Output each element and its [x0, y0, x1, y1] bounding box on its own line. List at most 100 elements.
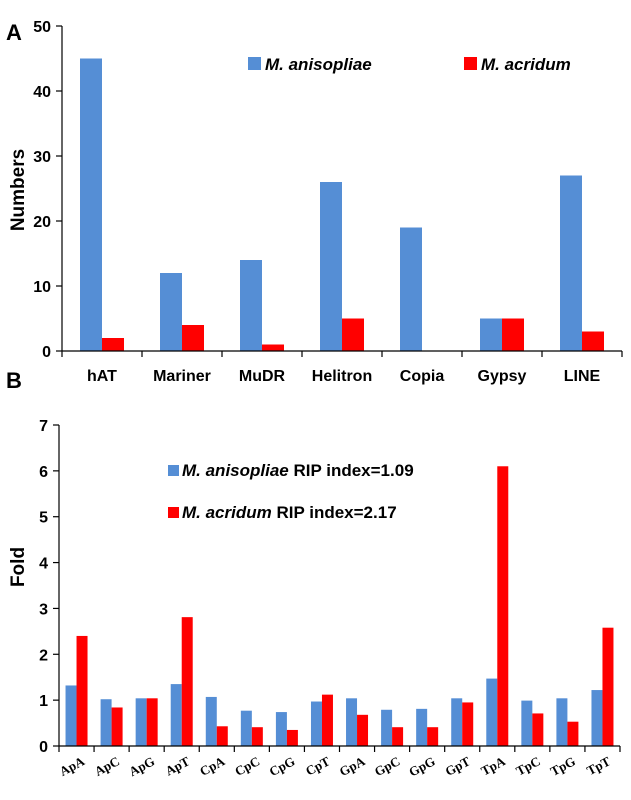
bar-b-cpg-series-2 [286, 729, 298, 746]
bar-b-apt-series-1 [170, 684, 182, 746]
bar-b-gpg-series-2 [427, 727, 439, 746]
panel-a-y-axis-title: Numbers [8, 149, 29, 231]
panel-a-bars [80, 58, 604, 351]
bar-b-apt-series-2 [181, 617, 193, 746]
legend-species-b-2: M. acridum [182, 503, 272, 522]
x-category-label-b-tpc: TpC [513, 753, 542, 778]
legend-swatch-a-1 [248, 57, 261, 70]
y-tick-label-b-7: 7 [39, 418, 48, 435]
bar-b-tpa-series-2 [497, 466, 509, 746]
panel-a-label: A [6, 20, 22, 45]
bar-b-tpg-series-1 [556, 698, 568, 746]
bar-b-tpt-series-2 [602, 627, 614, 746]
x-category-label-a-mudr: MuDR [239, 368, 286, 385]
x-category-label-a-line: LINE [564, 368, 601, 385]
panel-b-legend: M. anisopliae RIP index=1.09 M. acridum R… [168, 461, 414, 522]
legend-swatch-b-1 [168, 465, 179, 476]
x-category-label-b-cpg: CpG [267, 753, 298, 779]
bar-a-gypsy-series-1 [480, 318, 502, 351]
bar-b-tpc-series-2 [532, 713, 544, 746]
x-category-label-b-apg: ApG [126, 753, 157, 779]
y-tick-label-b-2: 2 [39, 647, 48, 664]
bar-b-gpa-series-2 [357, 714, 369, 746]
y-tick-label-a-20: 20 [33, 214, 51, 231]
x-category-label-b-apa: ApA [57, 753, 88, 779]
bar-b-apa-series-2 [76, 635, 88, 746]
bar-a-gypsy-series-2 [502, 318, 524, 351]
x-category-label-b-tpg: TpG [548, 753, 578, 778]
bar-a-line-series-1 [560, 175, 582, 351]
x-category-label-b-tpa: TpA [478, 753, 508, 778]
bar-b-cpc-series-2 [251, 727, 263, 746]
bar-b-apc-series-1 [100, 699, 112, 746]
bar-a-mudr-series-1 [240, 260, 262, 351]
bar-a-hat-series-2 [102, 338, 124, 351]
bar-b-tpc-series-1 [521, 700, 533, 746]
bar-b-gpt-series-2 [462, 702, 474, 746]
bar-a-copia-series-1 [400, 227, 422, 351]
x-category-label-b-gpt: GpT [443, 753, 473, 779]
x-category-label-b-apt: ApT [163, 753, 193, 778]
y-tick-label-a-40: 40 [33, 84, 51, 101]
x-category-label-b-gpc: GpC [372, 753, 403, 779]
bar-b-cpt-series-1 [310, 701, 322, 746]
y-tick-label-b-6: 6 [39, 464, 48, 481]
x-category-label-a-mariner: Mariner [153, 368, 211, 385]
legend-swatch-a-2 [464, 57, 477, 70]
y-tick-label-b-1: 1 [39, 693, 48, 710]
bar-b-cpc-series-1 [240, 710, 252, 746]
y-tick-label-a-0: 0 [42, 344, 51, 361]
bar-a-mariner-series-1 [160, 273, 182, 351]
panel-b-y-axis-title: Fold [8, 547, 29, 587]
legend-rip-index-b-1: RIP index=1.09 [289, 461, 414, 480]
legend-species-a-1: M. anisopliae [265, 55, 372, 74]
x-category-label-b-cpa: CpA [197, 753, 228, 779]
bar-b-tpa-series-1 [486, 678, 498, 746]
y-tick-label-a-30: 30 [33, 149, 51, 166]
legend-swatch-b-2 [168, 507, 179, 518]
legend-label-b-1: M. anisopliae RIP index=1.09 [182, 461, 414, 480]
bar-b-gpt-series-1 [451, 698, 463, 746]
x-category-label-b-cpc: CpC [232, 753, 262, 778]
bar-a-mariner-series-2 [182, 325, 204, 351]
legend-label-a-1: M. anisopliae [265, 55, 372, 74]
legend-species-b-1: M. anisopliae [182, 461, 289, 480]
bar-a-line-series-2 [582, 331, 604, 351]
y-tick-label-b-5: 5 [39, 510, 48, 527]
bar-b-gpa-series-1 [346, 698, 358, 746]
bar-b-cpt-series-2 [321, 694, 333, 746]
y-tick-label-b-3: 3 [39, 601, 48, 618]
bar-b-tpg-series-2 [567, 721, 579, 746]
panel-b-label: B [6, 368, 22, 393]
bar-a-hat-series-1 [80, 58, 102, 351]
x-category-label-a-hat: hAT [87, 368, 117, 385]
y-tick-label-a-50: 50 [33, 19, 51, 36]
y-tick-label-a-10: 10 [33, 279, 51, 296]
bar-b-apg-series-2 [146, 698, 158, 746]
bar-a-mudr-series-2 [262, 344, 284, 351]
bar-b-cpg-series-1 [275, 712, 287, 746]
x-category-label-a-gypsy: Gypsy [478, 368, 527, 385]
x-category-label-b-cpt: CpT [303, 753, 333, 778]
y-tick-label-b-4: 4 [39, 556, 48, 573]
panel-a-legend: M. anisopliae M. acridum [248, 55, 571, 74]
bar-a-helitron-series-2 [342, 318, 364, 351]
bar-b-gpc-series-2 [392, 727, 404, 746]
x-category-label-a-copia: Copia [400, 368, 445, 385]
x-category-label-b-apc: ApC [92, 753, 122, 778]
bar-b-tpt-series-1 [591, 690, 603, 746]
panel-a-axes: 0 10 20 30 40 50 hAT Mariner MuDR Helitron Copia Gy… [33, 19, 623, 385]
panel-a: A Numbers 0 10 20 30 40 50 hAT Mariner MuDR Helit… [6, 19, 623, 385]
x-category-label-b-gpg: GpG [406, 753, 437, 779]
bar-b-gpc-series-1 [381, 709, 393, 746]
x-category-label-b-tpt: TpT [584, 753, 613, 778]
bar-b-gpg-series-1 [416, 708, 428, 746]
legend-label-b-2: M. acridum RIP index=2.17 [182, 503, 397, 522]
x-category-label-a-helitron: Helitron [312, 368, 372, 385]
x-category-label-b-gpa: GpA [337, 753, 368, 779]
legend-label-a-2: M. acridum [481, 55, 571, 74]
bar-b-cpa-series-1 [205, 696, 217, 746]
legend-rip-index-b-2: RIP index=2.17 [272, 503, 397, 522]
